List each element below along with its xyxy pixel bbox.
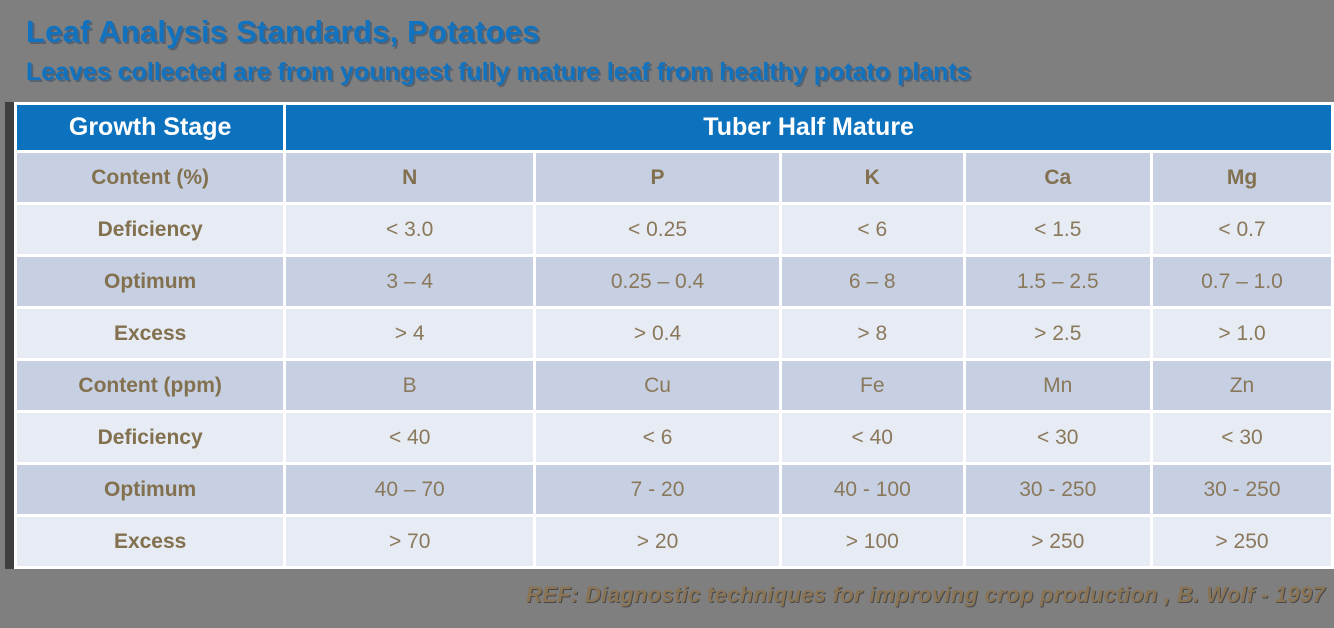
table-row-optimum-ppm: Optimum 40 – 70 7 - 20 40 - 100 30 - 250… [17,465,1331,514]
page-subtitle: Leaves collected are from youngest fully… [26,58,971,86]
table-cell: > 1.0 [1152,309,1331,358]
table-cell: > 2.5 [965,309,1150,358]
table-cell: < 3.0 [286,205,534,254]
table-cell: > 20 [536,517,779,566]
table-row-excess-ppm: Excess > 70 > 20 > 100 > 250 > 250 [17,517,1331,566]
table-row-deficiency-pct: Deficiency < 3.0 < 0.25 < 6 < 1.5 < 0.7 [17,205,1331,254]
table-cell: 0.25 – 0.4 [536,257,779,306]
row-label: Optimum [17,465,284,514]
table-cell: < 6 [536,413,779,462]
table-cell: > 0.4 [536,309,779,358]
table-row-content-pct: Content (%) N P K Ca Mg [17,153,1331,202]
table-cell: > 100 [781,517,963,566]
table-cell: K [781,153,963,202]
table-cell: > 250 [965,517,1150,566]
table-cell: 7 - 20 [536,465,779,514]
table-cell: 6 – 8 [781,257,963,306]
table-cell: 30 - 250 [965,465,1150,514]
header-growth-stage: Growth Stage [17,105,284,150]
table-header-row: Growth Stage Tuber Half Mature [17,105,1331,150]
table-cell: Fe [781,361,963,410]
table-row-content-ppm: Content (ppm) B Cu Fe Mn Zn [17,361,1331,410]
table-cell: < 30 [1152,413,1331,462]
row-label: Content (ppm) [17,361,284,410]
page-title: Leaf Analysis Standards, Potatoes [26,14,540,49]
row-label: Deficiency [17,413,284,462]
row-label: Deficiency [17,205,284,254]
table-cell: Mn [965,361,1150,410]
table-cell: > 8 [781,309,963,358]
table-cell: < 30 [965,413,1150,462]
leaf-analysis-table: Growth Stage Tuber Half Mature Content (… [14,102,1334,569]
row-label: Optimum [17,257,284,306]
table-cell: Cu [536,361,779,410]
table-cell: N [286,153,534,202]
table-cell: 3 – 4 [286,257,534,306]
table-cell: Mg [1152,153,1331,202]
reference-citation: REF: Diagnostic techniques for improving… [526,582,1325,607]
table-row-deficiency-ppm: Deficiency < 40 < 6 < 40 < 30 < 30 [17,413,1331,462]
table-cell: < 40 [286,413,534,462]
table-cell: P [536,153,779,202]
table-cell: < 6 [781,205,963,254]
header-tuber-half-mature: Tuber Half Mature [286,105,1331,150]
table-cell: > 4 [286,309,534,358]
table-cell: < 1.5 [965,205,1150,254]
table-cell: < 0.7 [1152,205,1331,254]
table-cell: B [286,361,534,410]
table-cell: > 70 [286,517,534,566]
table-cell: 1.5 – 2.5 [965,257,1150,306]
table-cell: 40 - 100 [781,465,963,514]
table-cell: Ca [965,153,1150,202]
leaf-analysis-table-wrapper: Growth Stage Tuber Half Mature Content (… [5,102,1334,569]
row-label: Excess [17,309,284,358]
row-label: Excess [17,517,284,566]
table-cell: Zn [1152,361,1331,410]
table-cell: > 250 [1152,517,1331,566]
table-row-excess-pct: Excess > 4 > 0.4 > 8 > 2.5 > 1.0 [17,309,1331,358]
table-cell: 30 - 250 [1152,465,1331,514]
table-cell: 0.7 – 1.0 [1152,257,1331,306]
table-cell: < 0.25 [536,205,779,254]
table-row-optimum-pct: Optimum 3 – 4 0.25 – 0.4 6 – 8 1.5 – 2.5… [17,257,1331,306]
row-label: Content (%) [17,153,284,202]
table-cell: 40 – 70 [286,465,534,514]
table-cell: < 40 [781,413,963,462]
